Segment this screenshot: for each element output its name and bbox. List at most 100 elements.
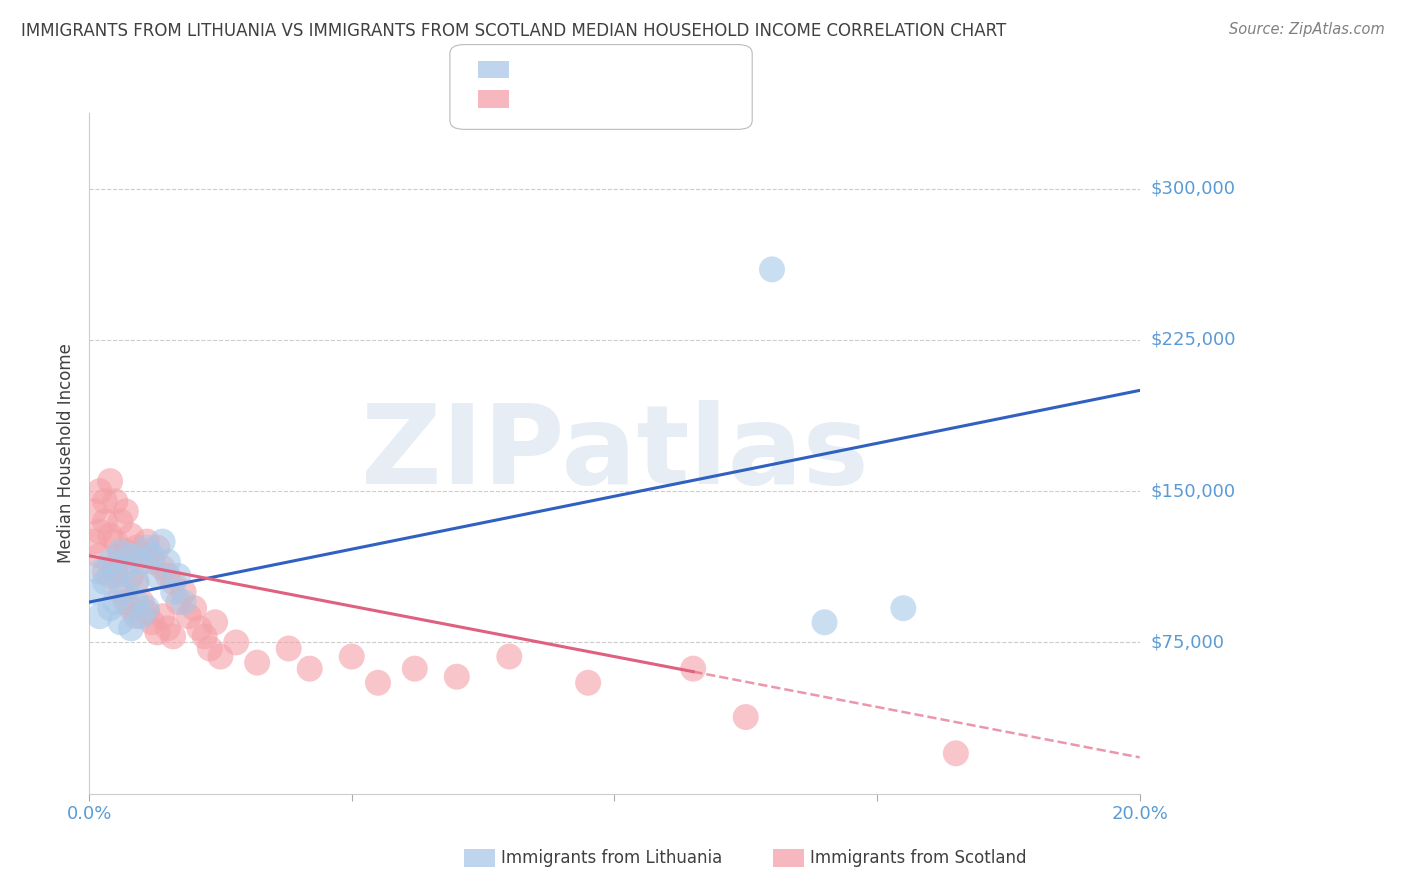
Point <box>120 601 142 615</box>
Point <box>115 561 138 575</box>
Point <box>209 649 232 664</box>
Text: 62: 62 <box>630 90 654 108</box>
Point <box>498 649 520 664</box>
Point <box>246 656 269 670</box>
Text: Source: ZipAtlas.com: Source: ZipAtlas.com <box>1229 22 1385 37</box>
Point <box>89 524 111 539</box>
Point <box>404 662 426 676</box>
Point <box>167 595 190 609</box>
Point <box>125 609 148 624</box>
Point <box>125 574 148 589</box>
Y-axis label: Median Household Income: Median Household Income <box>58 343 75 564</box>
Point <box>891 601 914 615</box>
Point <box>94 565 117 579</box>
Point <box>173 595 195 609</box>
Point <box>98 569 121 583</box>
Point <box>110 585 132 599</box>
Point <box>177 609 200 624</box>
Point <box>146 541 169 555</box>
Point <box>141 549 163 563</box>
Point <box>94 494 117 508</box>
Point <box>120 528 142 542</box>
Point <box>156 569 179 583</box>
Point <box>945 747 967 761</box>
Point <box>141 615 163 630</box>
Point <box>340 649 363 664</box>
Point <box>89 484 111 499</box>
Point <box>115 544 138 558</box>
Text: 0.591: 0.591 <box>548 61 603 78</box>
Point <box>104 561 127 575</box>
Text: 30: 30 <box>630 61 654 78</box>
Point <box>183 601 205 615</box>
Point <box>734 710 756 724</box>
Point <box>167 569 190 583</box>
Point <box>152 534 174 549</box>
Point <box>83 534 105 549</box>
Text: R =: R = <box>517 61 555 78</box>
Point <box>156 621 179 635</box>
Point <box>298 662 321 676</box>
Point <box>162 574 184 589</box>
Point <box>125 574 148 589</box>
Point <box>94 515 117 529</box>
Text: N =: N = <box>602 90 641 108</box>
Text: Immigrants from Lithuania: Immigrants from Lithuania <box>501 849 721 867</box>
Point <box>131 595 153 609</box>
Point <box>141 555 163 569</box>
Point <box>104 569 127 583</box>
Point <box>104 494 127 508</box>
Point <box>89 565 111 579</box>
Point <box>98 555 121 569</box>
Point <box>120 549 142 563</box>
Point <box>162 585 184 599</box>
Text: $150,000: $150,000 <box>1152 483 1236 500</box>
Point <box>225 635 247 649</box>
Text: $75,000: $75,000 <box>1152 633 1225 651</box>
Point <box>131 549 153 563</box>
Point <box>446 670 468 684</box>
Point <box>110 615 132 630</box>
Point <box>146 569 169 583</box>
Point <box>813 615 835 630</box>
Point <box>110 544 132 558</box>
Text: Immigrants from Scotland: Immigrants from Scotland <box>810 849 1026 867</box>
Point <box>576 675 599 690</box>
Point <box>104 595 127 609</box>
Point <box>120 569 142 583</box>
Point <box>89 609 111 624</box>
Point <box>135 534 157 549</box>
Point <box>115 595 138 609</box>
Point <box>682 662 704 676</box>
Point <box>83 585 105 599</box>
Point <box>98 474 121 488</box>
Point <box>204 615 226 630</box>
Point <box>277 641 299 656</box>
Text: R =: R = <box>517 90 555 108</box>
Point <box>115 504 138 518</box>
Point <box>98 528 121 542</box>
Point <box>120 621 142 635</box>
Point <box>131 555 153 569</box>
Point <box>188 621 211 635</box>
Point <box>89 549 111 563</box>
Point <box>367 675 389 690</box>
Point <box>131 609 153 624</box>
Point <box>104 534 127 549</box>
Point <box>94 574 117 589</box>
Point <box>198 641 221 656</box>
Point <box>110 515 132 529</box>
Text: $300,000: $300,000 <box>1152 179 1236 198</box>
Point <box>110 549 132 563</box>
Point <box>173 585 195 599</box>
Text: $225,000: $225,000 <box>1152 331 1236 349</box>
Point <box>83 504 105 518</box>
Point <box>194 629 217 643</box>
Point <box>115 585 138 599</box>
Point <box>98 601 121 615</box>
Text: N =: N = <box>602 61 641 78</box>
Point <box>146 625 169 640</box>
Text: IMMIGRANTS FROM LITHUANIA VS IMMIGRANTS FROM SCOTLAND MEDIAN HOUSEHOLD INCOME CO: IMMIGRANTS FROM LITHUANIA VS IMMIGRANTS … <box>21 22 1007 40</box>
Point <box>135 541 157 555</box>
Point <box>761 262 783 277</box>
